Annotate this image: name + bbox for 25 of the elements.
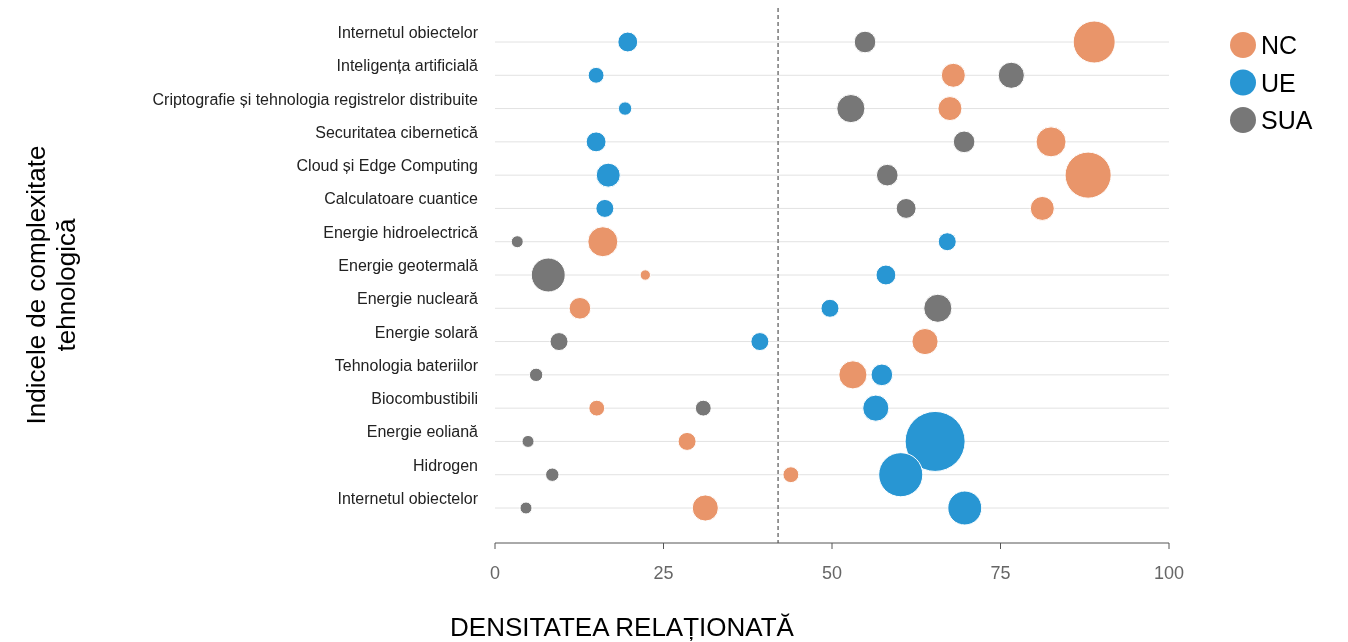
y-tick-label: Criptografie și tehnologia registrelor distribuite [152, 90, 479, 108]
y-tick-label: Hidrogen [413, 456, 478, 474]
y-tick-label: Energie geotermală [338, 257, 479, 274]
y-tick-label: Tehnologia bateriilor [334, 356, 479, 374]
y-tick-label: Energie hidroelectrică [323, 223, 479, 241]
legend-label: UE [1261, 68, 1296, 97]
y-tick-label: Internetul obiectelor [337, 490, 479, 507]
y-tick-label: Biocombustibili [371, 390, 478, 408]
y-tick-label: Internetul obiectelor [337, 24, 479, 41]
y-tick-label: Calculatoare cuantice [324, 190, 479, 208]
x-tick-label: 0 [489, 563, 501, 583]
y-tick-label: Securitatea cibernetică [315, 123, 479, 141]
x-tick-label: 25 [653, 563, 674, 583]
y-tick-label: Cloud și Edge Computing [296, 157, 478, 175]
x-axis-title: DENSITATEA RELAȚIONATĂ [450, 612, 795, 642]
x-tick-label: 75 [990, 563, 1011, 583]
legend-label: NC [1261, 31, 1298, 59]
x-tick-label: 100 [1153, 563, 1185, 583]
legend-label: SUA [1261, 106, 1313, 134]
y-tick-label: Energie solară [374, 323, 479, 341]
y-axis-title: Indicele de complexitate tehnologică [21, 145, 81, 425]
y-tick-label: Inteligența artificială [336, 57, 479, 75]
y-tick-label: Energie nucleară [357, 290, 479, 308]
y-tick-label: Energie eoliană [366, 423, 479, 441]
x-tick-label: 50 [821, 563, 843, 583]
